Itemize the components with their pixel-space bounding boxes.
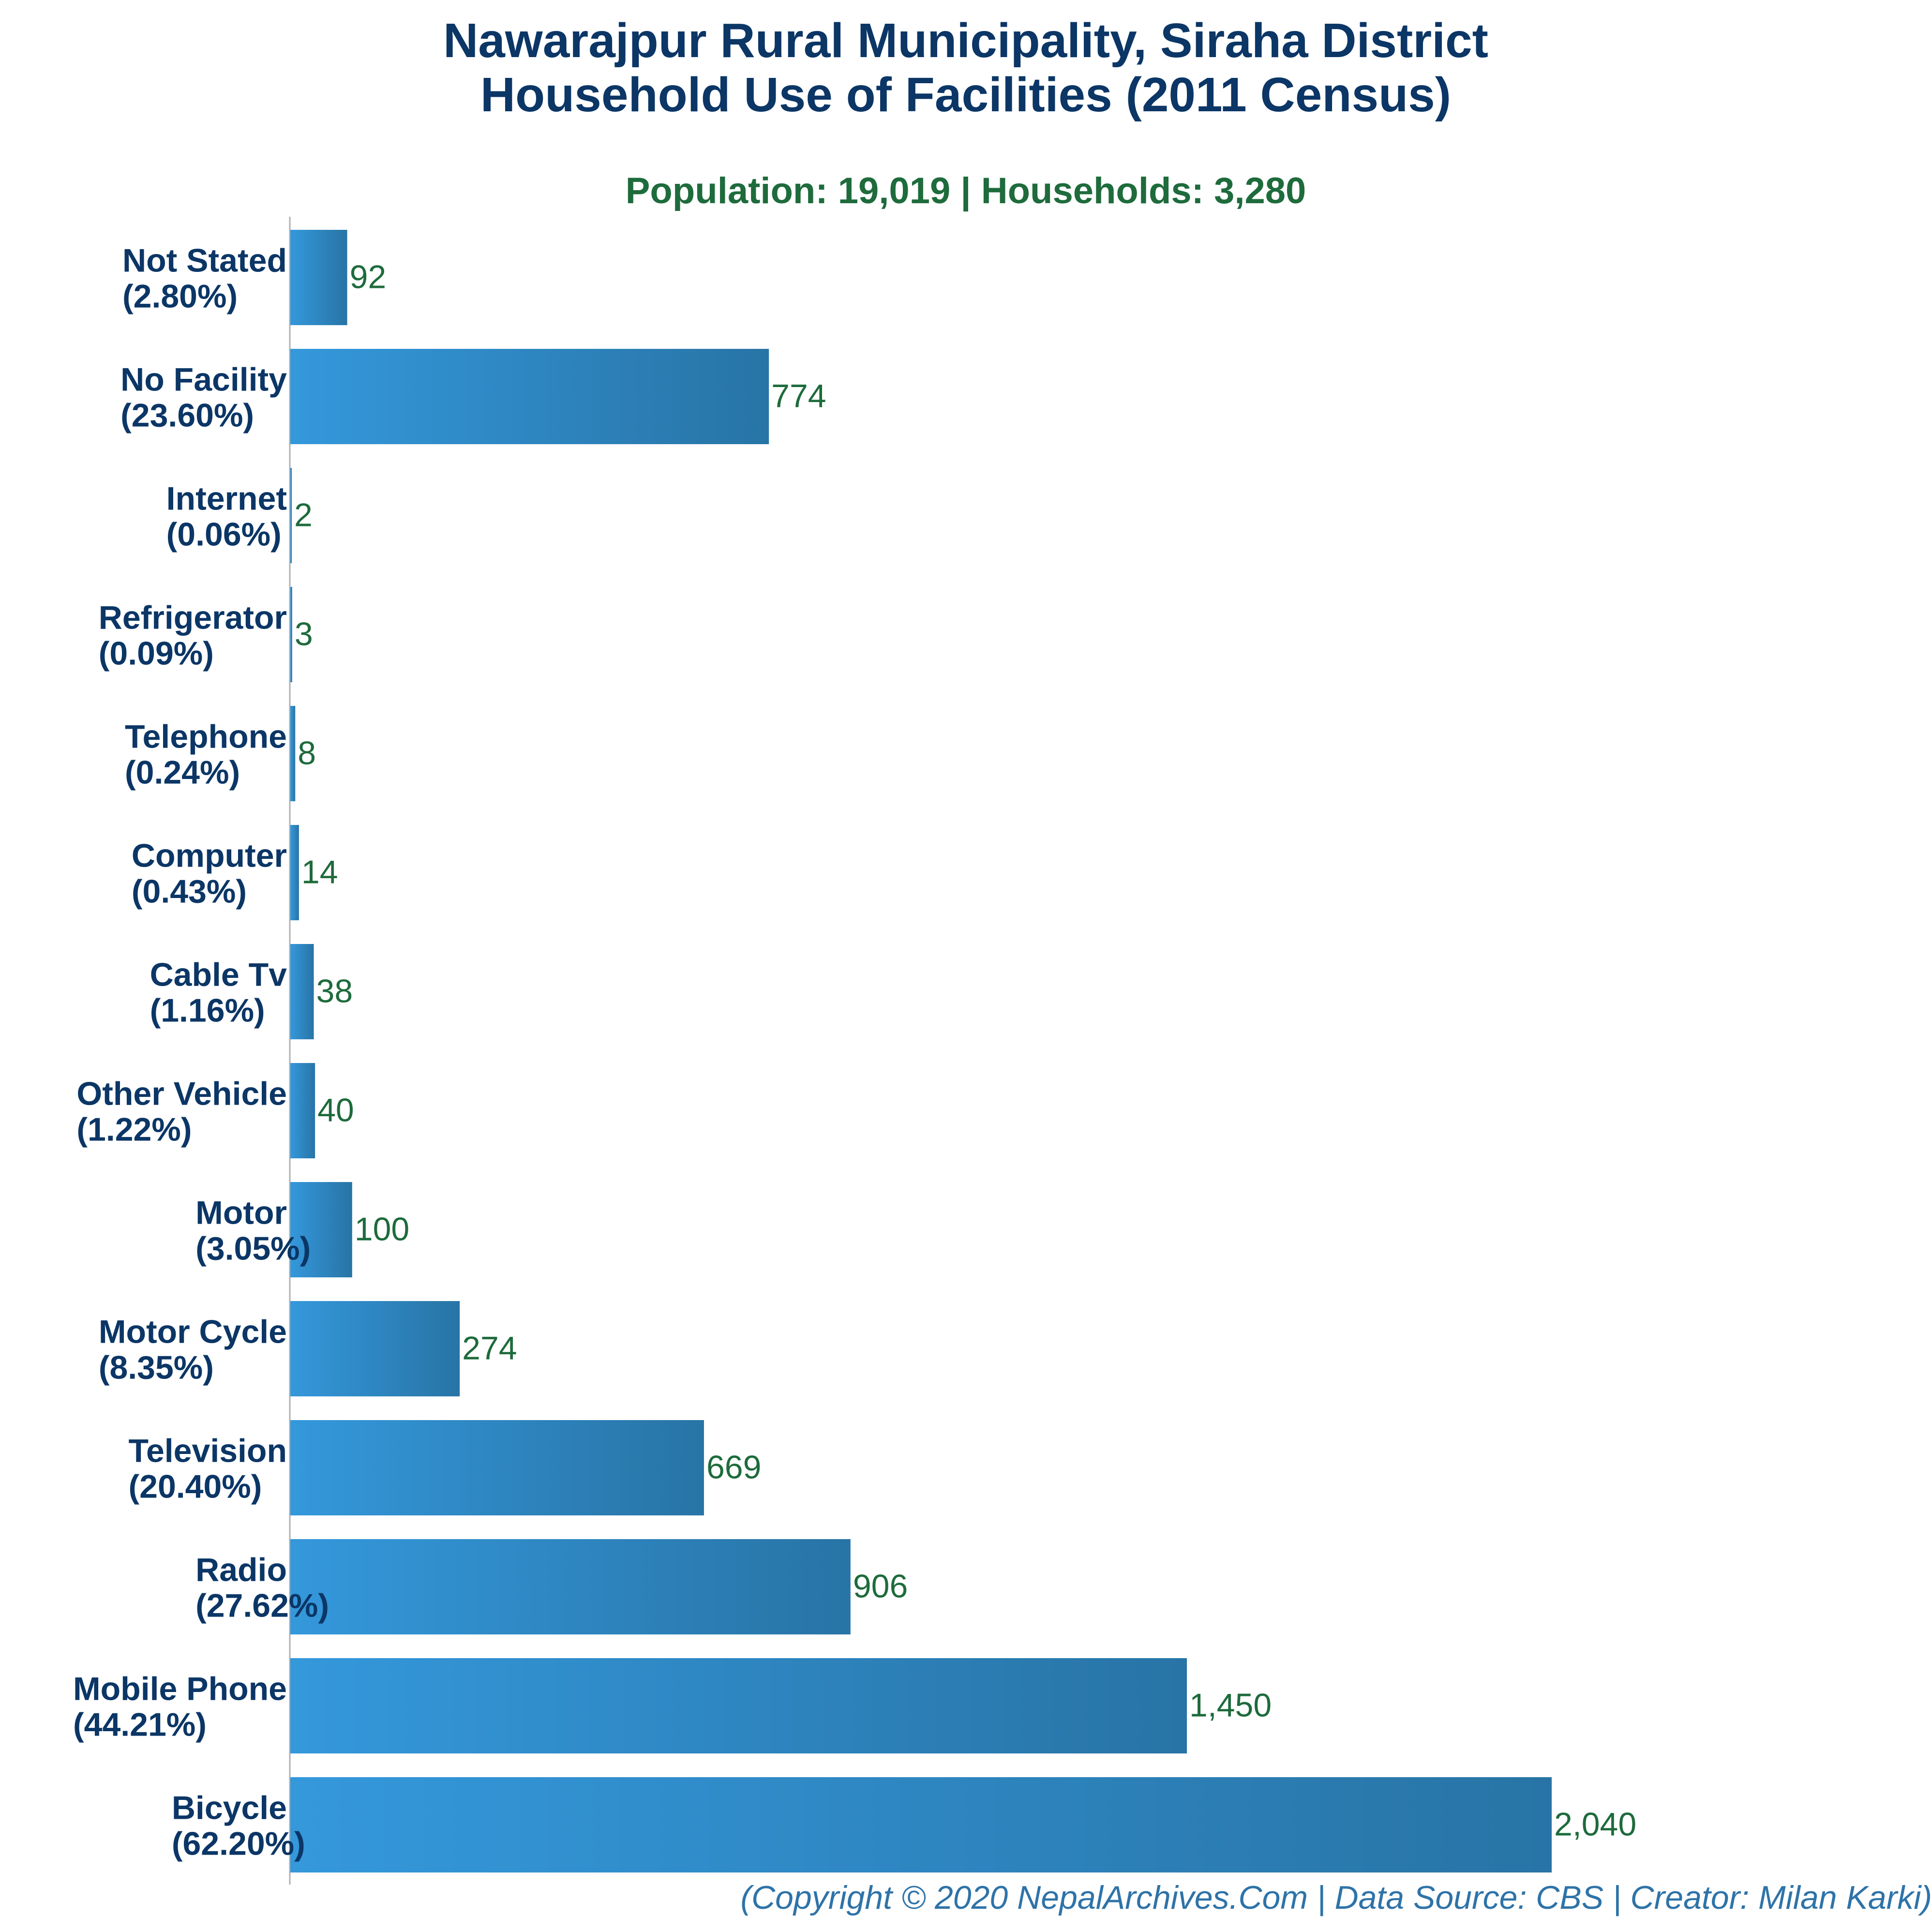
category-label-radio: Radio xyxy=(195,1552,287,1588)
percent-label-refrigerator: (0.09%) xyxy=(99,635,214,672)
percent-label-motor-cycle: (8.35%) xyxy=(99,1349,214,1386)
bar-telephone xyxy=(290,706,296,801)
bar-cable-tv xyxy=(290,944,314,1039)
category-label-internet: Internet xyxy=(166,480,287,517)
category-label-computer: Computer xyxy=(132,838,287,874)
value-label-radio: 906 xyxy=(853,1568,908,1605)
category-labels-group: Not Stated(2.80%) No Facility(23.60%) Inte… xyxy=(73,242,329,1862)
bars-group xyxy=(290,230,1552,1872)
percent-label-other-vehicle: (1.22%) xyxy=(76,1111,192,1148)
value-label-bicycle: 2,040 xyxy=(1554,1806,1636,1843)
value-label-telephone: 8 xyxy=(298,735,316,772)
percent-label-computer: (0.43%) xyxy=(132,873,247,910)
percent-label-internet: (0.06%) xyxy=(166,516,282,553)
bar-computer xyxy=(290,825,299,920)
chart-title-line-2: Household Use of Facilities (2011 Census… xyxy=(480,68,1451,122)
bar-not-stated xyxy=(290,230,347,325)
value-label-motor: 100 xyxy=(355,1211,409,1248)
value-label-other-vehicle: 40 xyxy=(317,1092,354,1129)
category-label-no-facility: No Facility xyxy=(120,361,287,398)
bar-motor-cycle xyxy=(290,1301,460,1396)
bar-radio xyxy=(290,1539,851,1634)
bar-no-facility xyxy=(290,349,769,444)
chart-subtitle: Population: 19,019 | Households: 3,280 xyxy=(626,170,1306,212)
percent-label-cable-tv: (1.16%) xyxy=(150,992,265,1029)
value-label-motor-cycle: 274 xyxy=(462,1330,517,1367)
bar-bicycle xyxy=(290,1777,1552,1872)
value-label-refrigerator: 3 xyxy=(295,616,313,653)
percent-label-telephone: (0.24%) xyxy=(125,754,240,791)
value-label-mobile-phone: 1,450 xyxy=(1189,1687,1272,1724)
bar-mobile-phone xyxy=(290,1658,1187,1753)
bar-television xyxy=(290,1420,704,1515)
category-label-cable-tv: Cable Tv xyxy=(150,957,287,993)
category-label-motor-cycle: Motor Cycle xyxy=(99,1314,287,1350)
footer-credit: (Copyright © 2020 NepalArchives.Com | Da… xyxy=(740,1879,1932,1916)
bar-refrigerator xyxy=(290,587,292,682)
percent-label-radio: (27.62%) xyxy=(195,1588,329,1624)
value-label-internet: 2 xyxy=(294,497,313,534)
category-label-refrigerator: Refrigerator xyxy=(99,599,287,636)
category-label-other-vehicle: Other Vehicle xyxy=(76,1076,287,1112)
bar-other-vehicle xyxy=(290,1063,315,1158)
percent-label-no-facility: (23.60%) xyxy=(120,397,254,434)
percent-label-mobile-phone: (44.21%) xyxy=(73,1707,207,1743)
category-label-television: Television xyxy=(128,1433,287,1469)
value-label-no-facility: 774 xyxy=(771,378,826,415)
category-label-telephone: Telephone xyxy=(125,719,287,755)
category-label-mobile-phone: Mobile Phone xyxy=(73,1671,287,1707)
percent-label-motor: (3.05%) xyxy=(195,1230,311,1267)
percent-label-bicycle: (62.20%) xyxy=(172,1826,305,1862)
category-label-not-stated: Not Stated xyxy=(122,242,287,279)
bar-motor xyxy=(290,1182,352,1277)
value-label-television: 669 xyxy=(706,1449,761,1486)
category-label-bicycle: Bicycle xyxy=(172,1790,287,1827)
bar-internet xyxy=(290,468,292,563)
value-label-cable-tv: 38 xyxy=(316,973,353,1010)
value-label-not-stated: 92 xyxy=(350,259,387,296)
percent-label-not-stated: (2.80%) xyxy=(122,278,238,315)
percent-label-television: (20.40%) xyxy=(128,1468,262,1505)
value-label-computer: 14 xyxy=(301,854,338,891)
category-label-motor: Motor xyxy=(195,1195,287,1231)
chart-title-line-1: Nawarajpur Rural Municipality, Siraha Di… xyxy=(443,14,1488,68)
